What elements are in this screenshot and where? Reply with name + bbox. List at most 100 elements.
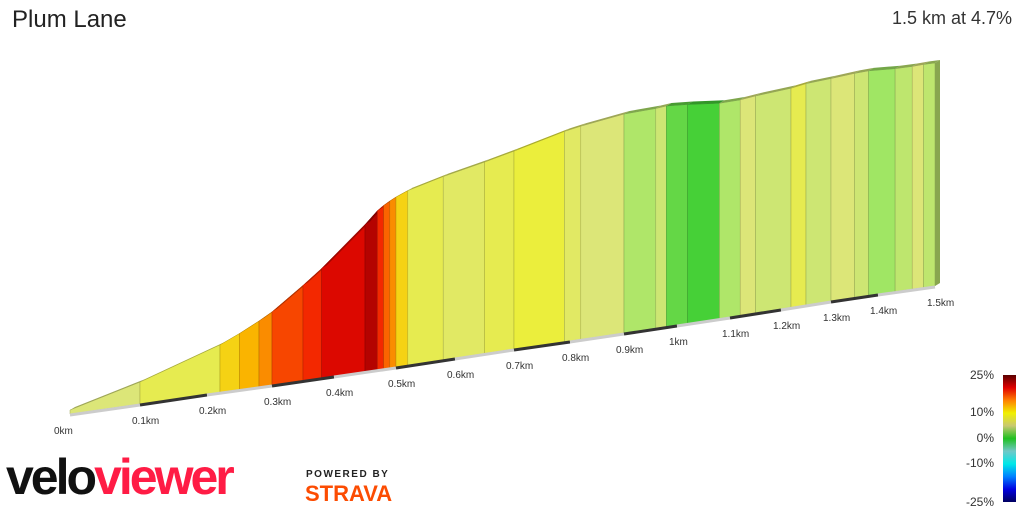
axis-segment bbox=[333, 366, 397, 379]
profile-segment-top bbox=[912, 61, 929, 67]
profile-segment bbox=[513, 131, 565, 350]
axis-segment bbox=[780, 300, 832, 312]
profile-segment bbox=[623, 108, 657, 334]
profile-segment-top bbox=[484, 148, 519, 163]
profile-segment bbox=[911, 64, 924, 290]
profile-segment bbox=[258, 311, 273, 388]
x-tick-label: 1.3km bbox=[823, 313, 850, 324]
profile-end-face bbox=[935, 60, 940, 286]
axis-segment bbox=[69, 403, 141, 417]
x-tick-label: 0.5km bbox=[388, 379, 415, 390]
profile-segment bbox=[805, 78, 832, 306]
profile-segment bbox=[830, 73, 855, 302]
gradient-legend-bar bbox=[1003, 375, 1016, 502]
veloviewer-logo[interactable]: veloviewer bbox=[6, 449, 235, 505]
x-tick-label: 1.2km bbox=[773, 321, 800, 332]
profile-segment-top bbox=[806, 75, 836, 84]
profile-segment bbox=[655, 105, 667, 329]
x-tick-label: 0.1km bbox=[132, 416, 159, 427]
profile-segment bbox=[666, 104, 688, 327]
x-tick-label: 0km bbox=[54, 426, 73, 437]
profile-segment-top bbox=[443, 159, 490, 177]
x-tick-label: 1.1km bbox=[722, 329, 749, 340]
axis-segment bbox=[569, 332, 625, 344]
profile-segment-top bbox=[687, 100, 725, 105]
profile-segment-top bbox=[396, 187, 413, 197]
profile-segment bbox=[389, 196, 397, 369]
legend-label-minus25: -25% bbox=[965, 495, 994, 509]
legend-label-minus10: -10% bbox=[965, 456, 994, 470]
profile-segment bbox=[755, 87, 792, 314]
legend-label-0: 0% bbox=[976, 431, 994, 445]
profile-segment-top bbox=[868, 65, 901, 71]
profile-segment-top bbox=[272, 282, 308, 312]
profile-segment-top bbox=[70, 379, 145, 410]
profile-segment-top bbox=[923, 60, 940, 65]
profile-segment-top bbox=[895, 63, 918, 69]
axis-segment bbox=[676, 316, 731, 328]
profile-segment-top bbox=[854, 67, 874, 74]
axis-segment bbox=[729, 308, 782, 320]
x-tick-label: 0.2km bbox=[199, 406, 226, 417]
profile-segment-top bbox=[791, 80, 811, 89]
profile-segment bbox=[302, 267, 322, 381]
profile-segment-top bbox=[655, 103, 672, 109]
profile-segment-top bbox=[666, 101, 693, 107]
profile-segment-top bbox=[303, 265, 327, 286]
profile-segment bbox=[580, 113, 625, 340]
strava-logo[interactable]: STRAVA bbox=[305, 481, 393, 506]
axis-segment bbox=[454, 348, 515, 361]
axis-segment bbox=[830, 293, 879, 304]
axis-segment bbox=[271, 375, 335, 388]
profile-segment bbox=[239, 320, 260, 390]
axis-segment bbox=[395, 357, 456, 370]
profile-segment bbox=[219, 333, 240, 393]
profile-segment-top bbox=[220, 330, 245, 345]
profile-segment bbox=[377, 204, 384, 370]
x-tick-label: 0.4km bbox=[326, 388, 353, 399]
profile-segment bbox=[868, 68, 896, 296]
profile-segment-top bbox=[719, 96, 746, 104]
profile-segment-top bbox=[755, 85, 796, 96]
profile-segment bbox=[383, 200, 391, 370]
x-tick-label: 0.9km bbox=[616, 345, 643, 356]
x-tick-label: 0.6km bbox=[447, 370, 474, 381]
profile-segment bbox=[739, 95, 756, 316]
segment-summary: 1.5 km at 4.7% bbox=[891, 8, 1012, 28]
profile-segment bbox=[442, 161, 485, 361]
profile-segment-top bbox=[407, 173, 449, 191]
x-tick-label: 1.4km bbox=[870, 306, 897, 317]
axis-segment bbox=[877, 285, 936, 297]
profile-segment-top bbox=[624, 105, 661, 115]
profile-segment bbox=[271, 284, 304, 386]
profile-segment bbox=[407, 176, 444, 366]
profile-segment-top bbox=[514, 128, 570, 152]
profile-segment-top bbox=[564, 123, 586, 132]
segment-title: Plum Lane bbox=[12, 6, 127, 33]
powered-by-label: POWERED BY bbox=[306, 469, 390, 480]
axis-segment bbox=[139, 393, 208, 407]
profile-segment bbox=[687, 103, 720, 324]
profile-segment bbox=[564, 125, 582, 343]
profile-segment bbox=[395, 190, 409, 368]
profile-segment-top bbox=[740, 92, 761, 100]
x-tick-label: 0.3km bbox=[264, 397, 291, 408]
x-tick-label: 1.5km bbox=[927, 298, 954, 309]
axis-segment bbox=[513, 340, 571, 352]
legend-label-25: 25% bbox=[969, 368, 994, 382]
profile-segment bbox=[854, 70, 869, 298]
x-tick-label: 0.8km bbox=[562, 353, 589, 364]
profile-segment-top bbox=[580, 111, 629, 127]
profile-segment bbox=[719, 99, 741, 319]
profile-segment bbox=[894, 66, 913, 292]
legend-label-10: 10% bbox=[969, 405, 994, 419]
profile-segment bbox=[790, 83, 807, 308]
profile-segment-top bbox=[239, 317, 264, 334]
profile-segment-top bbox=[831, 70, 860, 79]
axis-segment bbox=[623, 324, 678, 336]
profile-segment-top bbox=[321, 221, 370, 269]
profile-segment bbox=[484, 150, 515, 354]
profile-segment bbox=[923, 62, 936, 288]
profile-segment-top bbox=[140, 341, 225, 383]
